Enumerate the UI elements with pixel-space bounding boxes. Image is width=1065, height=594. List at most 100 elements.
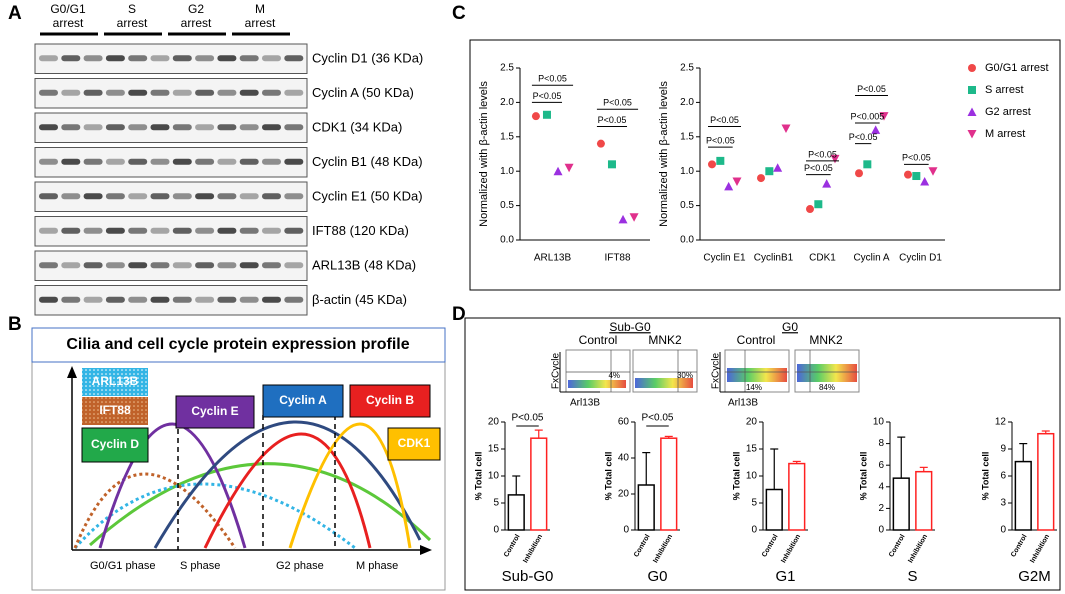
x-tick-label: ARL13B	[534, 253, 572, 264]
band	[172, 227, 192, 234]
blot-label: ARL13B (48 KDa)	[312, 258, 416, 273]
panel-label: B	[8, 314, 22, 335]
y-tick-label: 5	[751, 498, 757, 509]
box-cyclin-d	[81, 427, 149, 463]
curve	[98, 422, 247, 549]
marker	[716, 156, 725, 165]
y-tick-label: 0.0	[680, 235, 694, 246]
band	[150, 262, 170, 269]
band	[61, 89, 81, 96]
y-tick-label: 8	[878, 438, 884, 449]
marker	[871, 125, 881, 134]
band	[217, 262, 237, 269]
annotation: P<0.005	[850, 111, 884, 121]
blot-strip	[34, 216, 308, 247]
box-label: CDK1	[398, 436, 431, 450]
marker	[863, 160, 872, 169]
band	[217, 124, 237, 131]
band	[217, 55, 237, 62]
panel-label: A	[8, 3, 22, 24]
y-tick-label: 10	[873, 417, 885, 428]
x-tick-label: Control	[888, 533, 907, 558]
box-cyclin-e	[175, 395, 255, 429]
marker	[732, 177, 742, 187]
band	[105, 55, 125, 62]
arrowhead	[67, 366, 77, 378]
band	[150, 158, 170, 165]
annotation: P<0.05	[808, 149, 837, 159]
y-tick-label: 15	[488, 444, 500, 455]
y-tick-label: 20	[488, 417, 500, 428]
band	[284, 55, 304, 62]
blot-label: Cyclin A (50 KDa)	[312, 85, 414, 100]
band	[39, 262, 58, 269]
annotation: P<0.05	[857, 84, 886, 94]
band	[172, 158, 192, 165]
x-tick-label: Control	[761, 533, 780, 558]
band	[61, 227, 81, 234]
band	[105, 227, 125, 234]
y-tick-label: 0.5	[500, 200, 514, 211]
marker	[968, 86, 976, 94]
flow-axes	[559, 352, 760, 393]
band	[83, 55, 103, 62]
band	[195, 193, 215, 200]
y-tick-label: 0	[493, 525, 499, 536]
band	[239, 227, 259, 234]
band	[284, 262, 304, 269]
y-axis-label: % Total cell	[731, 452, 741, 501]
legend-label: G2 arrest	[985, 106, 1031, 118]
y-axis-label: Normalized with β-actin levels	[478, 81, 490, 227]
gates	[566, 350, 859, 392]
band	[128, 262, 148, 269]
marker	[830, 154, 840, 164]
band	[172, 193, 192, 200]
band	[39, 124, 58, 131]
band	[61, 193, 81, 200]
band	[172, 55, 192, 62]
marker	[724, 181, 734, 191]
marker	[596, 139, 605, 148]
marker	[967, 130, 977, 139]
band	[128, 124, 148, 131]
chart-title: S	[907, 568, 917, 585]
band	[150, 193, 170, 200]
band	[128, 227, 148, 234]
band	[172, 296, 192, 303]
band	[262, 193, 281, 200]
band	[61, 55, 81, 62]
phase-dividers	[177, 415, 336, 550]
band	[284, 193, 304, 200]
blot-label: β-actin (45 KDa)	[312, 292, 407, 307]
curves	[73, 420, 432, 550]
x-tick-label: Inhibition	[652, 533, 674, 564]
marker	[607, 160, 616, 169]
bar	[1014, 460, 1032, 531]
flow-percent: 4%	[608, 371, 620, 380]
y-axis-label: % Total cell	[473, 452, 483, 501]
chart-title: G2M	[1018, 568, 1051, 585]
band	[83, 262, 103, 269]
y-tick-label: 1.0	[680, 166, 694, 177]
band	[195, 227, 215, 234]
marker	[967, 107, 977, 116]
band	[150, 124, 170, 131]
band	[195, 158, 215, 165]
band	[284, 296, 304, 303]
y-tick-label: 0	[878, 525, 884, 536]
band	[39, 158, 58, 165]
phase-label: M phase	[356, 560, 398, 572]
flow-condition: MNK2	[809, 333, 843, 347]
y-tick-label: 1.5	[500, 131, 514, 142]
y-tick-label: 60	[618, 417, 630, 428]
blot-label: Cyclin E1 (50 KDa)	[312, 189, 423, 204]
flow-dots	[727, 368, 787, 382]
curve	[288, 422, 412, 549]
band	[262, 262, 281, 269]
flow-percent: 84%	[819, 383, 835, 392]
blot-strip	[34, 147, 308, 178]
y-tick-label: 20	[618, 489, 630, 500]
x-tick-label: Inhibition	[1029, 533, 1051, 564]
marker	[912, 172, 921, 181]
band	[239, 55, 259, 62]
